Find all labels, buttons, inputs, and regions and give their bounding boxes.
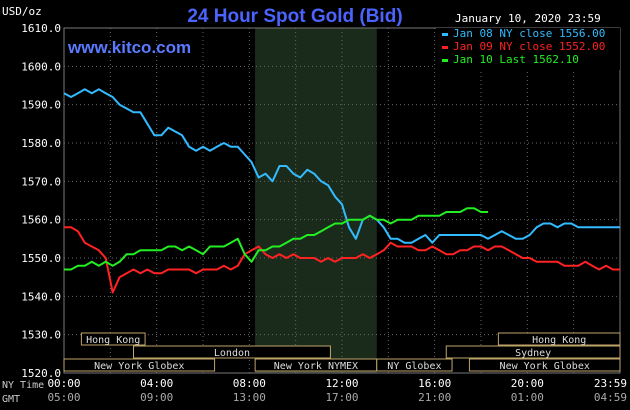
legend-label: Jan 09 NY close 1552.00 [453,40,605,53]
legend-entry: Jan 08 NY close 1556.00 [442,27,605,40]
market-session: New York Globex [468,358,621,372]
market-session-label: Sydney [515,348,551,359]
y-tick-label: 1570.0 [21,175,61,188]
x-tick-label-gmt: 17:00 [325,391,358,404]
x-tick-label-gmt: 09:00 [140,391,173,404]
legend-swatch [442,46,448,49]
x-tick-label-gmt: 05:00 [47,391,80,404]
website-label: www.kitco.com [67,38,191,57]
y-tick-label: 1560.0 [21,214,61,227]
x-tick-label-ny: 20:00 [511,377,544,390]
market-session-box [63,358,216,372]
x-tick-label-gmt: 04:59 [594,391,627,404]
y-tick-label: 1610.0 [21,22,61,35]
legend-box [436,28,620,70]
market-session-box [80,332,146,346]
market-session: NY Globex [376,358,453,372]
y-tick-label: 1600.0 [21,60,61,73]
x-tick-label-ny: 23:59 [594,377,627,390]
market-sessions: Hong Kong Hong Kong London Sydney New York G… [63,332,621,372]
market-session-box [133,345,331,359]
x-tick-label-ny: 04:00 [140,377,173,390]
x-tick-label-ny: 16:00 [418,377,451,390]
market-session-label: Hong Kong [86,335,140,346]
market-session-box [497,332,621,346]
legend-swatch [442,59,448,62]
series-line-3 [64,207,488,271]
y-tick-label: 1590.0 [21,99,61,112]
chart-title: 24 Hour Spot Gold (Bid) [187,6,402,27]
legend-label: Jan 08 NY close 1556.00 [453,27,605,40]
market-session: New York NYMEX [254,358,378,372]
y-tick-label: 1530.0 [21,329,61,342]
market-session: Hong Kong [80,332,146,346]
y-axis-ticks: 1610.0 1600.0 1590.0 1580.0 1570.0 1560.0 1550… [21,22,61,380]
y-tick-label: 1540.0 [21,290,61,303]
market-session-label: New York Globex [94,361,184,372]
legend-label: Jan 10 Last 1562.10 [453,53,579,66]
nymex-session-highlight [255,28,377,373]
market-session: Hong Kong [497,332,621,346]
legend-entry: Jan 09 NY close 1552.00 [442,40,605,53]
plot-border [63,27,621,374]
x-tick-label-gmt: 21:00 [418,391,451,404]
series-line-1 [63,88,620,244]
legend-swatch [442,33,448,36]
x-tick-label-ny: 08:00 [233,377,266,390]
y-tick-label: 1580.0 [21,137,61,150]
market-session: London [133,345,331,359]
gmt-label: GMT [2,394,20,405]
x-tick-label-ny: 00:00 [47,377,80,390]
datetime-label: January 10, 2020 23:59 [455,12,601,25]
market-session-label: Hong Kong [532,335,586,346]
ny-time-label: NY Time [2,380,44,391]
market-session-label: NY Globex [387,361,441,372]
series-line-2 [64,226,620,294]
legend-entry: Jan 10 Last 1562.10 [442,53,579,66]
market-session: Sydney [445,345,621,359]
market-session-label: London [214,348,250,359]
unit-label: USD/oz [2,5,42,18]
market-session-box [445,345,621,359]
market-session: New York Globex [63,358,216,372]
y-tick-label: 1520.0 [21,367,61,380]
market-session-box [468,358,621,372]
y-tick-label: 1550.0 [21,252,61,265]
market-session-box [376,358,453,372]
x-tick-label-gmt: 01:00 [511,391,544,404]
series-layer [63,88,620,294]
x-tick-label-ny: 12:00 [325,377,358,390]
x-tick-label-gmt: 13:00 [233,391,266,404]
market-session-label: New York Globex [500,361,590,372]
market-session-label: New York NYMEX [274,361,358,372]
